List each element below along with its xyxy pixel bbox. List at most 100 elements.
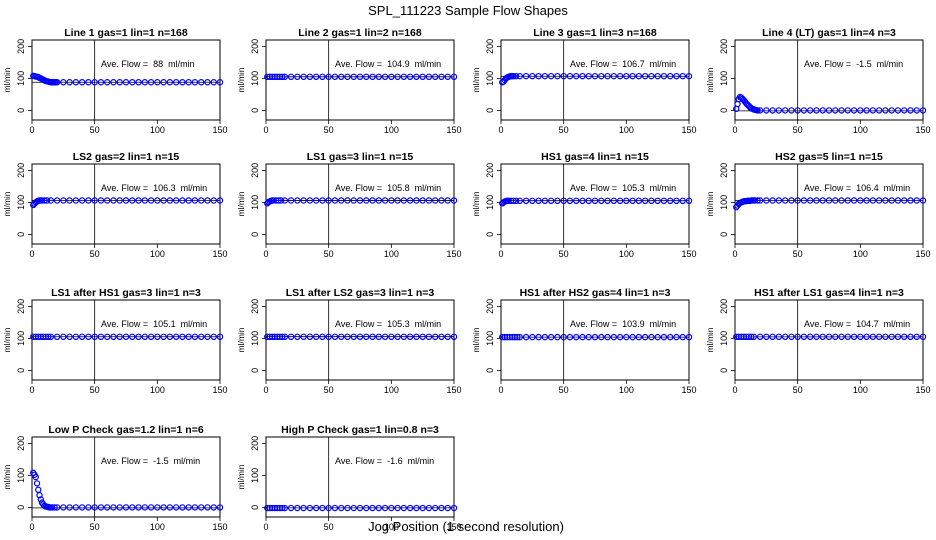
data-point	[37, 496, 44, 503]
data-point	[667, 333, 674, 341]
data-point	[160, 333, 167, 340]
data-point	[344, 73, 351, 81]
data-point	[794, 197, 801, 204]
data-point	[172, 333, 180, 340]
plot-frame	[31, 299, 221, 381]
data-point	[78, 79, 86, 86]
panel-grid: Line 1 gas=1 lin=1 n=168 0 50 100 150 0 100 200…	[2, 27, 931, 532]
average-flow-annotation: Ave. Flow = 104.9 ml/min	[335, 59, 441, 69]
data-point	[306, 504, 314, 512]
y-tick-label: 200	[719, 299, 729, 314]
x-tick-label: 100	[384, 125, 399, 135]
data-point	[210, 333, 217, 340]
data-point	[350, 504, 357, 512]
plot-frame	[734, 163, 924, 245]
y-tick-label: 200	[16, 39, 26, 54]
y-tick-label: 200	[16, 436, 26, 451]
data-point	[794, 333, 801, 340]
data-point	[204, 197, 211, 204]
data-point	[331, 197, 339, 204]
data-point	[53, 333, 61, 340]
data-point	[882, 197, 889, 204]
data-point	[179, 504, 186, 511]
data-point	[110, 333, 117, 340]
data-point	[116, 504, 123, 511]
data-point	[566, 197, 574, 204]
data-point	[685, 72, 693, 80]
data-point	[591, 72, 599, 80]
data-point	[850, 197, 858, 204]
data-point	[197, 504, 205, 511]
panel-title: LS1 gas=3 lin=1 n=15	[307, 151, 414, 163]
data-point	[325, 333, 332, 340]
data-point	[641, 197, 649, 204]
data-point	[438, 197, 445, 204]
data-point	[641, 333, 649, 341]
data-point	[344, 504, 351, 512]
data-point	[363, 333, 370, 340]
data-point	[813, 333, 820, 340]
y-axis-label: ml/min	[471, 327, 481, 352]
data-point	[166, 197, 174, 204]
data-point	[216, 333, 224, 340]
panel-title: Line 1 gas=1 lin=1 n=168	[64, 27, 188, 39]
data-point	[103, 504, 111, 511]
average-flow-annotation: Ave. Flow = 88 ml/min	[101, 59, 195, 69]
data-point	[281, 504, 288, 512]
data-point	[350, 333, 357, 340]
chart-panel: Line 1 gas=1 lin=1 n=168 0 50 100 150 0 100 200…	[2, 27, 228, 135]
y-tick-label: 100	[250, 331, 260, 346]
x-tick-label: 0	[263, 249, 268, 259]
data-point	[832, 197, 839, 204]
data-point	[47, 197, 55, 204]
data-point	[287, 197, 295, 204]
data-point	[888, 107, 895, 114]
data-point	[844, 197, 852, 204]
data-point	[635, 197, 643, 204]
y-axis-label: ml/min	[2, 67, 12, 92]
data-point	[141, 197, 148, 204]
data-point	[216, 79, 224, 86]
data-point	[281, 197, 288, 204]
data-point	[363, 504, 370, 512]
panel-title: High P Check gas=1 lin=0.8 n=3	[281, 424, 439, 436]
data-point	[129, 79, 136, 86]
data-point	[819, 107, 826, 114]
data-point	[356, 333, 364, 340]
y-tick-label: 200	[485, 39, 495, 54]
x-tick-label: 50	[324, 249, 334, 259]
data-point	[129, 333, 136, 340]
data-point	[769, 197, 776, 204]
data-point	[210, 197, 217, 204]
average-flow-annotation: Ave. Flow = -1.5 ml/min	[101, 456, 200, 466]
data-point	[529, 72, 536, 80]
data-point	[110, 79, 117, 86]
data-point	[781, 107, 789, 114]
y-tick-label: 0	[250, 368, 260, 373]
data-point	[800, 107, 808, 114]
data-point	[91, 79, 98, 86]
x-tick-label: 100	[150, 522, 165, 532]
data-point	[388, 73, 395, 81]
data-point	[147, 504, 155, 511]
data-point	[748, 333, 755, 340]
data-point	[450, 197, 458, 204]
data-point	[60, 79, 67, 86]
data-point	[141, 79, 148, 86]
y-tick-label: 0	[719, 368, 729, 373]
data-point	[369, 504, 376, 512]
y-tick-label: 100	[16, 195, 26, 210]
data-point	[522, 333, 530, 341]
x-tick-label: 50	[324, 522, 334, 532]
data-point	[832, 333, 839, 340]
data-point	[857, 197, 864, 204]
data-point	[103, 197, 111, 204]
data-point	[838, 197, 845, 204]
data-point	[91, 197, 98, 204]
plot-frame	[500, 163, 690, 245]
data-point	[660, 72, 668, 80]
data-point	[363, 73, 370, 81]
x-tick-label: 100	[619, 249, 634, 259]
x-tick-label: 0	[498, 125, 503, 135]
data-point	[394, 504, 401, 512]
